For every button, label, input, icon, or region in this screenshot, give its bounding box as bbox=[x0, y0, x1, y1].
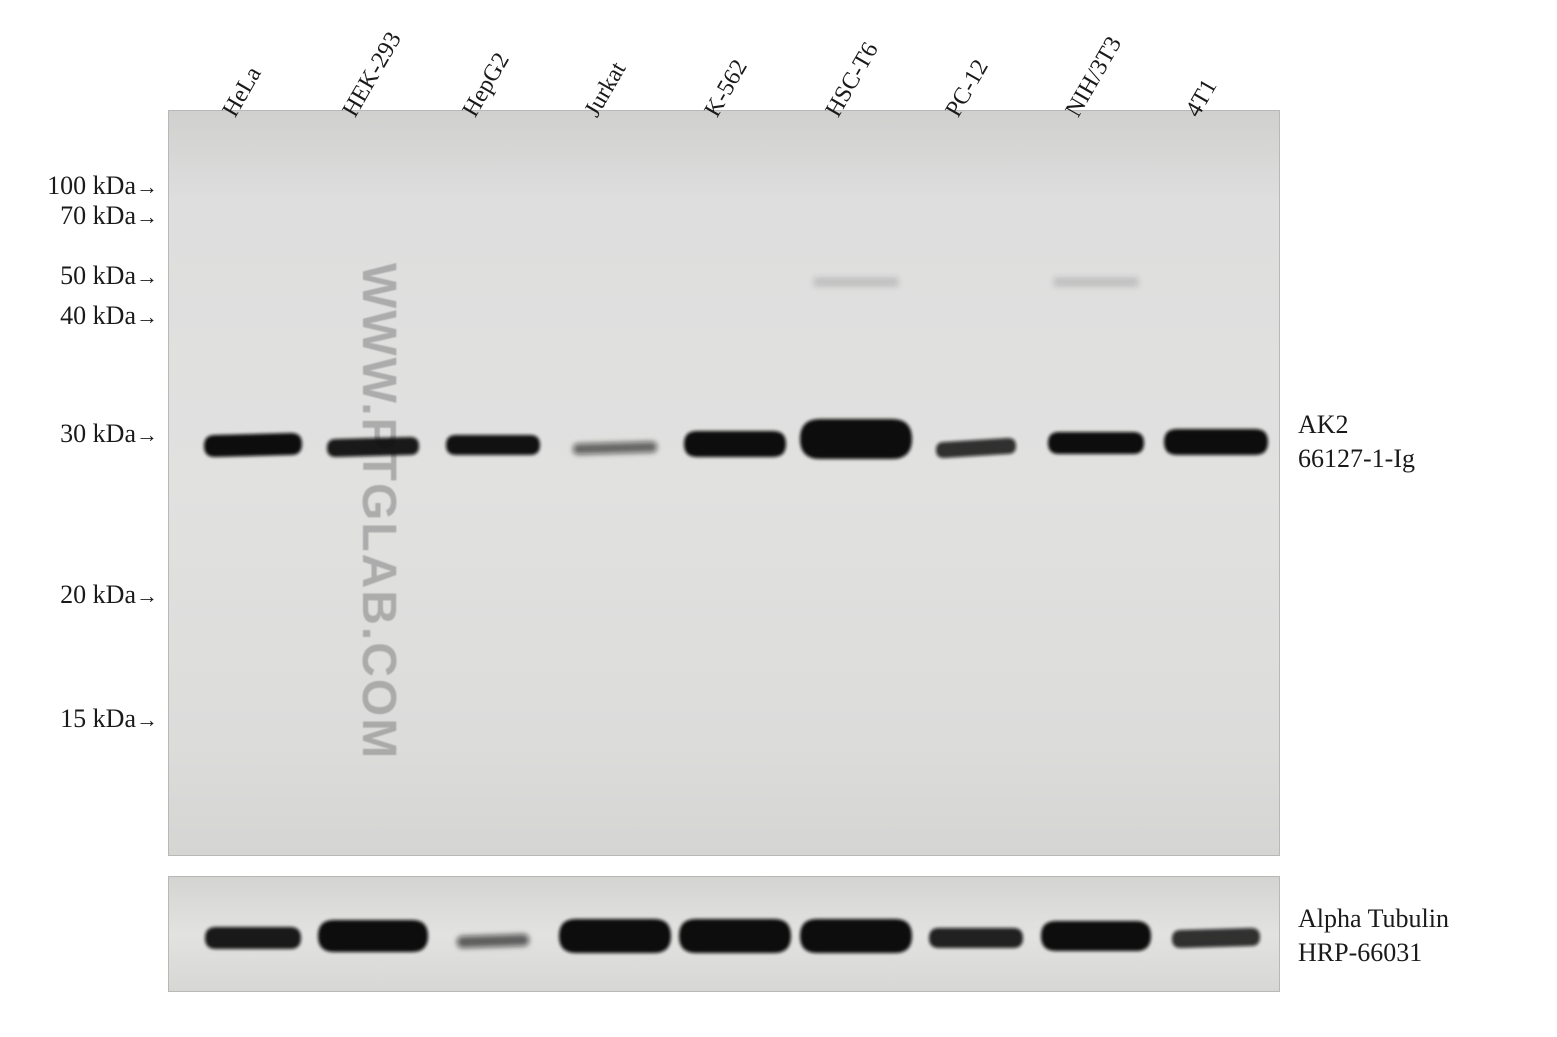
antibody-label-main: AK2 66127-1-Ig bbox=[1298, 408, 1415, 476]
loading-ctrl-catalog: HRP-66031 bbox=[1298, 936, 1449, 970]
lane-label: NIH/3T3 bbox=[1061, 32, 1128, 122]
watermark-text: WWW.PTGLAB.COM bbox=[351, 263, 406, 760]
antibody-catalog: 66127-1-Ig bbox=[1298, 442, 1415, 476]
mw-marker: 40 kDa→ bbox=[8, 301, 158, 331]
mw-marker: 50 kDa→ bbox=[8, 261, 158, 291]
loading-ctrl-name: Alpha Tubulin bbox=[1298, 902, 1449, 936]
mw-marker: 100 kDa→ bbox=[8, 171, 158, 201]
mw-marker: 15 kDa→ bbox=[8, 704, 158, 734]
membrane-main: WWW.PTGLAB.COM bbox=[168, 110, 1280, 856]
antibody-label-loading: Alpha Tubulin HRP-66031 bbox=[1298, 902, 1449, 970]
membrane-loading-control bbox=[168, 876, 1280, 992]
antibody-name: AK2 bbox=[1298, 408, 1415, 442]
lane-label: HEK-293 bbox=[338, 28, 408, 122]
western-blot-figure: WWW.PTGLAB.COM HeLaHEK-293HepG2JurkatK-5… bbox=[0, 0, 1557, 1037]
mw-marker: 30 kDa→ bbox=[8, 419, 158, 449]
mw-marker: 70 kDa→ bbox=[8, 201, 158, 231]
mw-marker: 20 kDa→ bbox=[8, 580, 158, 610]
